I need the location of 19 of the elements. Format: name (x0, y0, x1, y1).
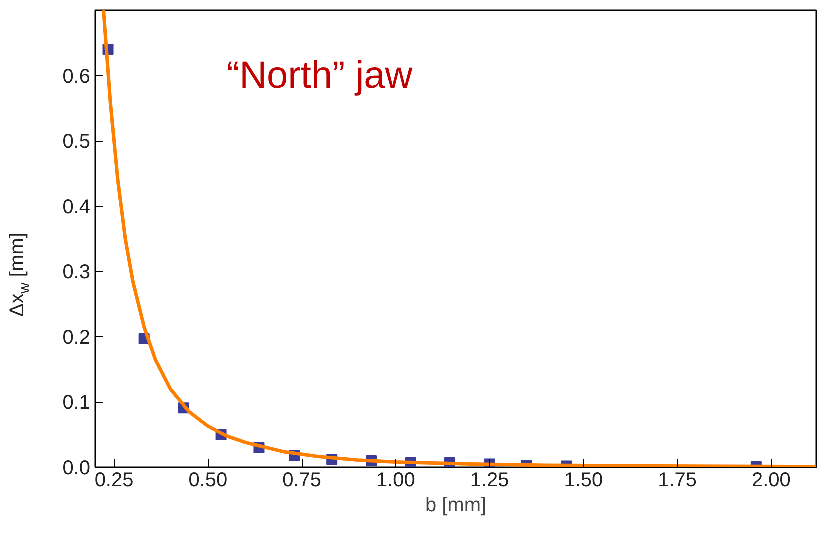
x-tick-label: 2.00 (752, 470, 791, 492)
y-tick-label: 0.5 (62, 131, 91, 154)
line-series (102, 10, 816, 468)
x-tick-label: 0.25 (94, 470, 134, 492)
x-tick-label: 0.50 (188, 470, 228, 492)
x-tick-label: 1.50 (564, 470, 604, 492)
y-tick-label: 0.6 (62, 66, 91, 88)
x-tick-label: 0.75 (282, 470, 322, 492)
annotation: “North” jaw (226, 54, 414, 97)
x-tick-label: 1.00 (376, 470, 416, 492)
y-tick-label: 0.2 (62, 326, 91, 349)
y-tick-label: 0.4 (62, 196, 91, 218)
x-axis-title: b [mm] (425, 494, 487, 516)
x-tick-label: 1.75 (658, 470, 698, 492)
y-tick-label: 0.3 (62, 262, 91, 284)
y-tick-label: 0.1 (62, 392, 91, 414)
y-axis-title: Δxw [mm] (6, 232, 34, 317)
x-tick-label: 1.25 (470, 470, 510, 492)
y-tick-label: 0.0 (62, 458, 91, 480)
